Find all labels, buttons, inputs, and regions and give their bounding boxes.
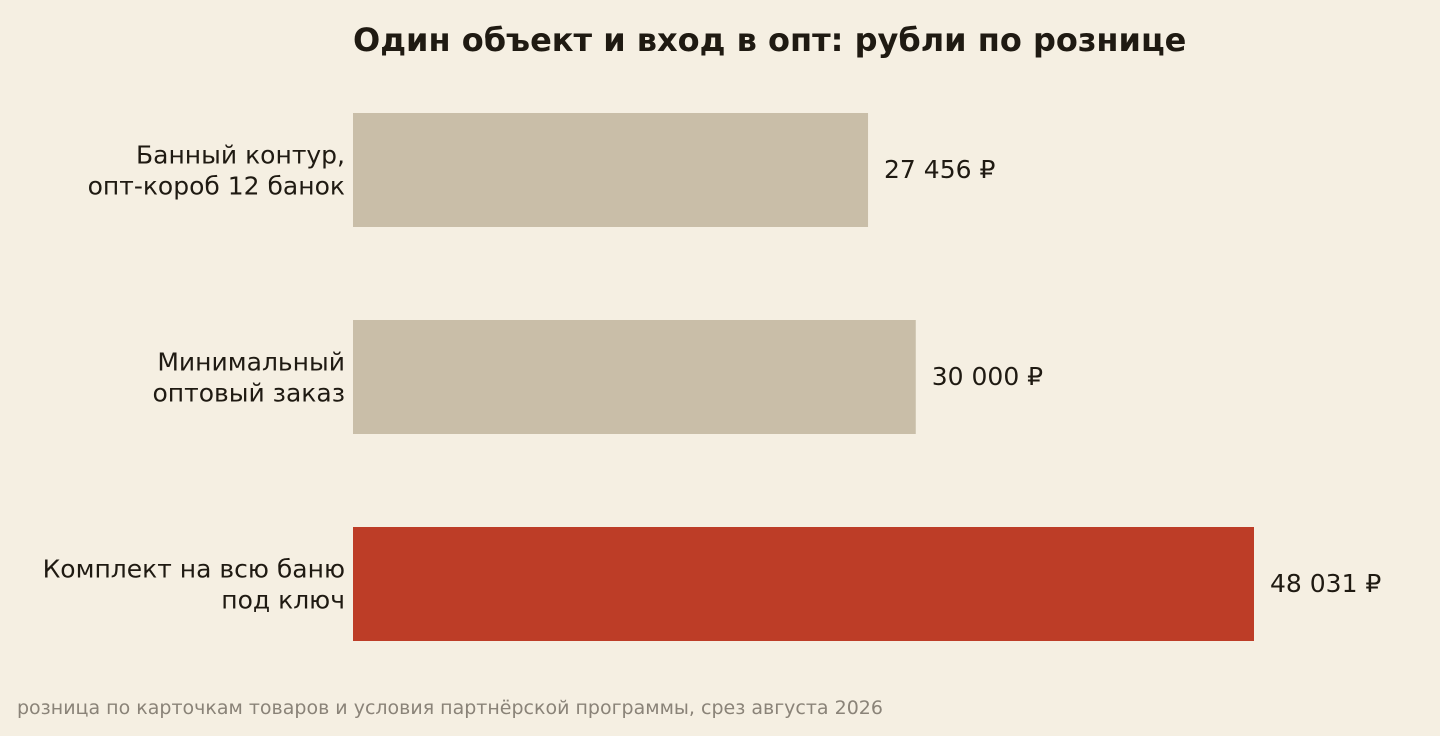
value-label-1: 30 000 ₽ <box>932 362 1043 391</box>
value-label-2: 48 031 ₽ <box>1270 569 1381 598</box>
category-label-2: Комплект на всю баню под ключ <box>43 555 345 615</box>
value-label-0: 27 456 ₽ <box>884 155 995 184</box>
category-label-0: Банный контур, опт-короб 12 банок <box>88 141 345 201</box>
source-note: розница по карточкам товаров и условия п… <box>17 697 883 719</box>
chart-title: Один объект и вход в опт: рубли по розни… <box>353 21 1186 59</box>
bar-0 <box>353 113 869 227</box>
bar-1 <box>353 320 916 434</box>
bars-group: Банный контур, опт-короб 12 банок 27 456 ₽… <box>43 113 1381 641</box>
category-label-1: Минимальный оптовый заказ <box>153 348 346 408</box>
bar-2 <box>353 527 1254 641</box>
